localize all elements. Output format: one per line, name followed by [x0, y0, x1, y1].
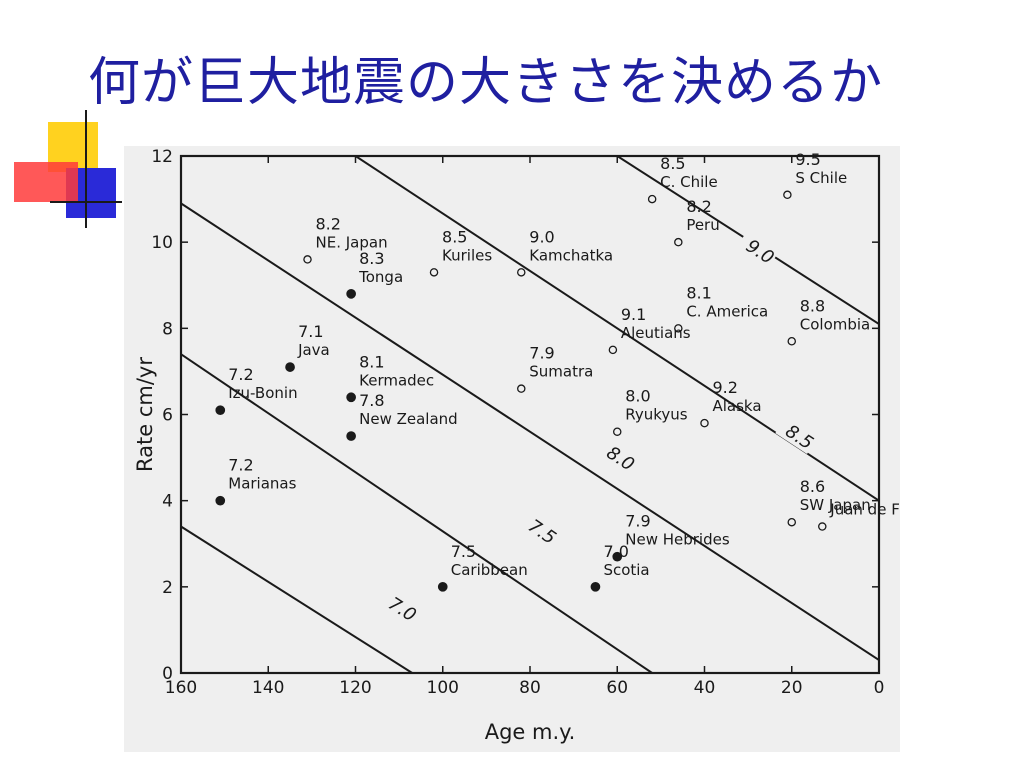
- point-magnitude-label: 8.3: [359, 249, 384, 268]
- point-name-label: Izu-Bonin: [228, 384, 297, 402]
- x-tick-label: 80: [519, 678, 541, 698]
- x-tick-label: 120: [339, 678, 371, 698]
- open-point: [783, 190, 792, 200]
- open-point: [517, 384, 526, 393]
- contour-line: [181, 353, 653, 673]
- point-name-label: New Zealand: [359, 410, 458, 428]
- open-point: [612, 427, 622, 436]
- x-tick-label: 20: [781, 678, 803, 698]
- open-point: [608, 345, 618, 355]
- filled-point: [590, 581, 601, 592]
- open-point: [674, 237, 683, 247]
- point-magnitude-label: 9.2: [713, 378, 738, 397]
- contour-label-bg: [775, 414, 820, 455]
- deco-red-bar: [14, 162, 78, 202]
- point-magnitude-label: 8.5: [442, 227, 467, 246]
- point-magnitude-label: 8.2: [316, 214, 341, 233]
- point-name-label: S Chile: [795, 169, 847, 187]
- point-name-label: Kermadec: [359, 371, 434, 389]
- point-magnitude-label: 8.5: [660, 154, 685, 173]
- slide-title: 何が巨大地震の大きさを決めるか: [88, 53, 884, 113]
- contour-line: [181, 202, 879, 661]
- y-tick-label: 8: [162, 319, 173, 339]
- point-name-label: C. Chile: [660, 173, 718, 191]
- point-magnitude-label: 8.2: [686, 197, 711, 216]
- point-magnitude-label: 7.9: [625, 512, 650, 531]
- filled-point: [285, 362, 295, 372]
- point-name-label: Sumatra: [529, 363, 593, 381]
- x-tick-label: 160: [165, 678, 197, 698]
- point-magnitude-label: 7.2: [228, 365, 253, 384]
- filled-point: [346, 392, 356, 403]
- point-name-label: Marianas: [228, 475, 296, 493]
- point-name-label: Aleutians: [621, 324, 691, 342]
- figure-panel: 160 140 120 100 80 60 40 20 0 0 2 4 6 8 10 12 Age m.y. Ra…: [124, 146, 900, 752]
- x-tick-label: 140: [252, 678, 284, 698]
- point-magnitude-label: 7.9: [529, 344, 554, 363]
- point-magnitude-label: 7.0: [603, 542, 628, 561]
- open-point: [787, 337, 797, 346]
- point-magnitude-label: 9.5: [795, 150, 820, 169]
- y-tick-label: 4: [162, 492, 173, 512]
- x-tick-label: 0: [874, 678, 885, 698]
- point-magnitude-label: 9.1: [621, 305, 646, 324]
- point-name-label: SW Japan: [800, 496, 871, 514]
- y-tick-label: 10: [151, 233, 173, 253]
- open-point: [787, 517, 797, 527]
- x-tick-label: 100: [427, 678, 459, 698]
- point-magnitude-label: 7.5: [451, 542, 476, 561]
- point-name-label: Colombia: [800, 315, 871, 333]
- y-tick-label: 0: [162, 664, 173, 684]
- point-name-label: Scotia: [603, 561, 649, 579]
- point-name-label: New Hebrides: [625, 531, 730, 549]
- open-point: [517, 268, 526, 277]
- open-point: [674, 324, 683, 333]
- point-name-label: Tonga: [358, 268, 403, 286]
- filled-point: [346, 289, 356, 299]
- point-magnitude-label: 7.8: [359, 391, 384, 410]
- y-tick-label: 2: [162, 578, 173, 598]
- contour-label-bg: [378, 587, 423, 627]
- contour-label-bg: [517, 509, 562, 549]
- x-axis-label: Age m.y.: [485, 720, 576, 744]
- open-point: [700, 418, 709, 428]
- point-name-label: Juan de Fuca: [829, 501, 900, 519]
- point-name-label: Ryukyus: [625, 406, 688, 424]
- y-tick-label: 12: [151, 147, 173, 167]
- open-point: [303, 255, 312, 264]
- contour-label-bg: [596, 436, 641, 476]
- x-tick-label: 40: [694, 678, 716, 698]
- point-name-label: Peru: [686, 216, 719, 234]
- y-axis-label: Rate cm/yr: [133, 357, 157, 472]
- point-name-label: Kuriles: [442, 246, 492, 264]
- open-point: [647, 194, 657, 204]
- filled-point: [437, 581, 448, 592]
- point-magnitude-label: 7.2: [228, 456, 253, 475]
- open-point: [818, 522, 827, 531]
- point-magnitude-label: 8.1: [686, 283, 711, 302]
- magnitude-scatter-chart: 160 140 120 100 80 60 40 20 0 0 2 4 6 8 10 12 Age m.y. Ra…: [133, 147, 900, 744]
- point-magnitude-label: 8.8: [800, 296, 825, 315]
- point-name-label: Alaska: [713, 397, 762, 415]
- slide-decoration: [14, 110, 122, 228]
- filled-point: [612, 551, 623, 562]
- point-magnitude-label: 8.6: [800, 477, 825, 496]
- point-magnitude-label: 8.0: [625, 387, 650, 406]
- filled-point: [346, 431, 356, 441]
- y-tick-label: 6: [162, 406, 173, 426]
- open-point: [429, 268, 439, 277]
- point-name-label: Kamchatka: [529, 246, 613, 264]
- x-tick-label: 60: [606, 678, 628, 698]
- contour-label-bg: [735, 229, 780, 269]
- filled-point: [215, 495, 226, 506]
- contour-line: [181, 525, 413, 673]
- point-magnitude-label: 7.1: [298, 322, 323, 341]
- point-name-label: NE. Japan: [316, 233, 388, 251]
- point-magnitude-label: 8.1: [359, 352, 384, 371]
- point-name-label: Java: [297, 341, 330, 359]
- point-name-label: Caribbean: [451, 561, 528, 579]
- filled-point: [215, 405, 226, 416]
- point-name-label: C. America: [686, 302, 768, 320]
- point-magnitude-label: 9.0: [529, 227, 554, 246]
